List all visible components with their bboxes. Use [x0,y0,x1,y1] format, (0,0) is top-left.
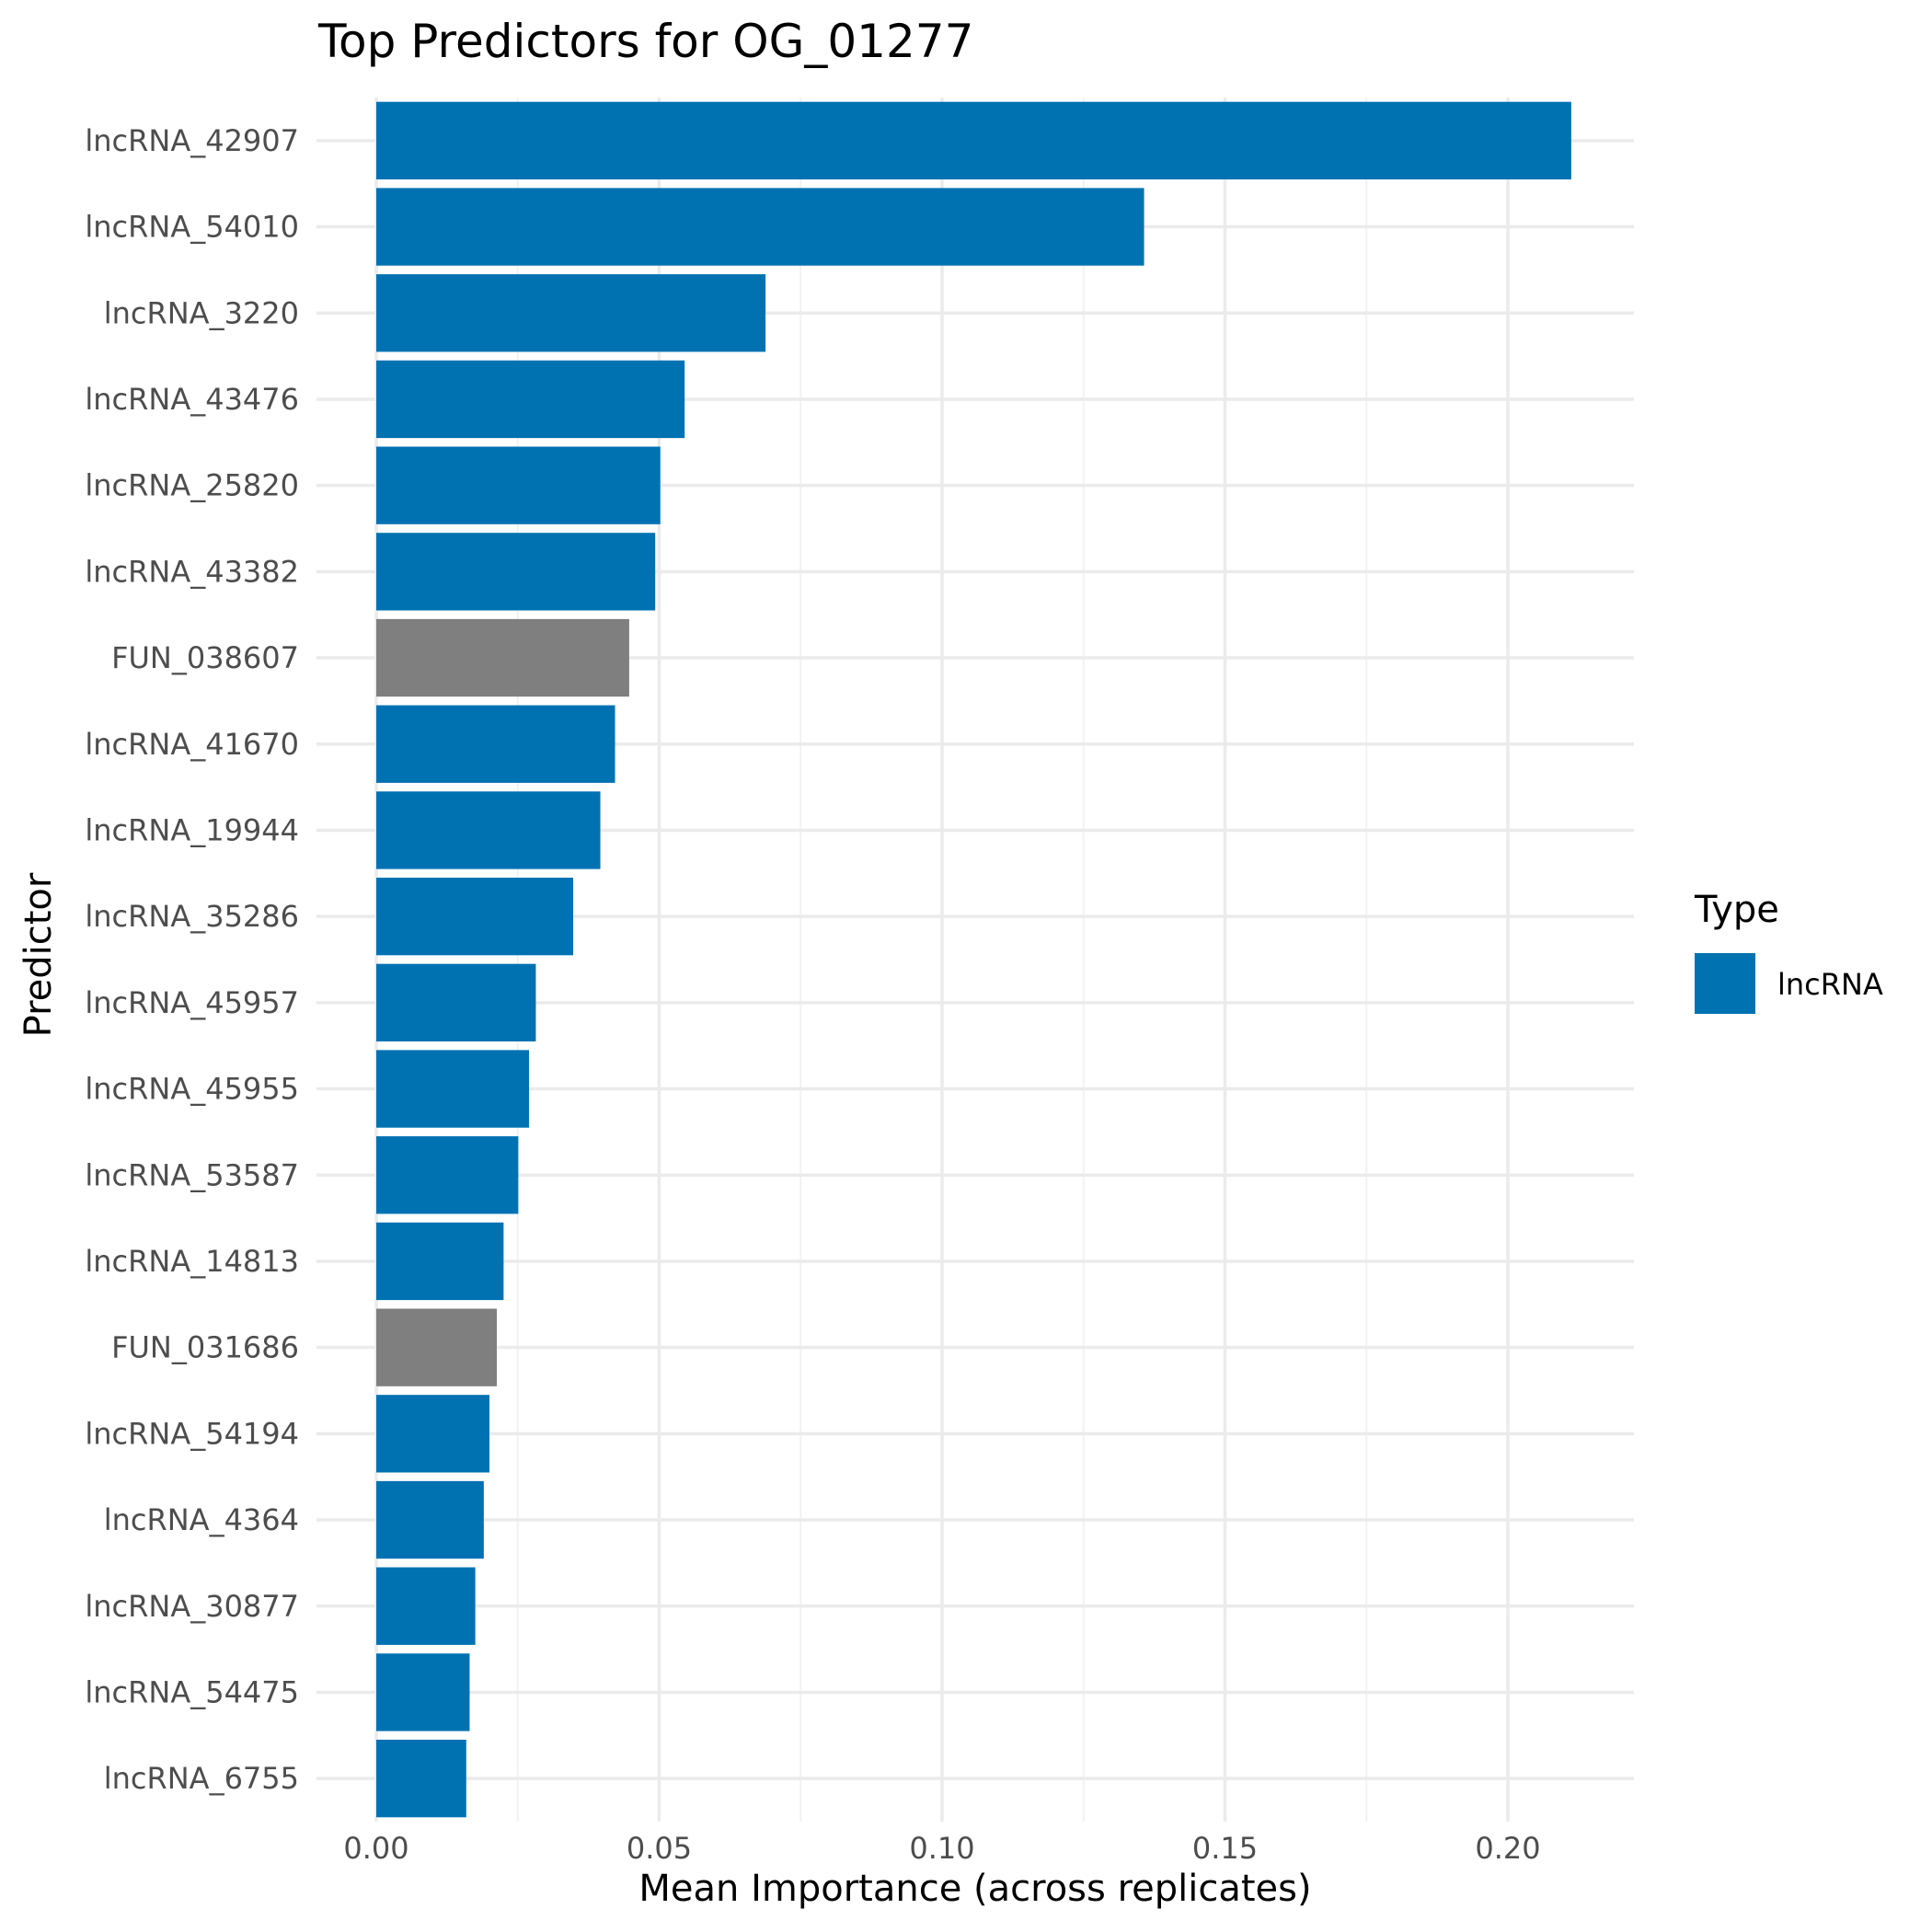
bar-lncRNA_19944 [376,791,601,869]
y-axis-tick-labels: lncRNA_42907 lncRNA_54010 lncRNA_3220 lncRN… [85,123,299,1796]
y-tick-label: lncRNA_53587 [85,1157,299,1192]
y-tick-label: lncRNA_54194 [85,1416,299,1451]
x-axis-title: Mean Importance (across replicates) [638,1868,1311,1910]
y-axis-title: Predictor [17,872,60,1037]
y-tick-label: lncRNA_4364 [104,1502,299,1537]
legend-label: lncRNA [1777,967,1883,1002]
y-tick-label: lncRNA_25820 [85,468,299,503]
y-tick-label: lncRNA_35286 [85,899,299,934]
x-tick-label: 0.00 [343,1831,408,1866]
legend-key [1695,953,1755,1014]
bar-FUN_031686 [376,1308,497,1386]
bar-lncRNA_3220 [376,274,766,352]
bars [376,101,1571,1818]
bar-lncRNA_54194 [376,1395,489,1473]
y-tick-label: lncRNA_3220 [104,295,299,330]
bar-lncRNA_43476 [376,360,685,439]
y-tick-label: FUN_031686 [111,1330,299,1365]
y-tick-label: lncRNA_42907 [85,123,299,158]
bar-lncRNA_4364 [376,1480,484,1559]
bar-lncRNA_25820 [376,446,661,524]
bar-lncRNA_53587 [376,1136,519,1214]
bar-FUN_038607 [376,618,629,697]
chart-title: Top Predictors for OG_01277 [317,15,973,68]
bar-lncRNA_45957 [376,963,536,1042]
bar-lncRNA_6755 [376,1739,466,1818]
bar-lncRNA_54475 [376,1653,470,1731]
x-axis-tick-labels: 0.00 0.05 0.10 0.15 0.20 [343,1831,1540,1866]
bar-lncRNA_45955 [376,1050,530,1128]
bar-lncRNA_42907 [376,101,1571,180]
legend-title: Type [1694,889,1779,931]
y-tick-label: lncRNA_30877 [85,1589,299,1624]
grid [316,98,1634,1822]
y-tick-label: lncRNA_41670 [85,727,299,762]
y-tick-label: lncRNA_45955 [85,1072,299,1107]
y-tick-label: lncRNA_43382 [85,554,299,589]
y-tick-label: FUN_038607 [111,640,299,675]
y-tick-label: lncRNA_43476 [85,382,299,417]
y-tick-label: lncRNA_54475 [85,1674,299,1709]
x-tick-label: 0.15 [1192,1831,1258,1866]
bar-lncRNA_35286 [376,877,574,956]
x-tick-label: 0.20 [1475,1831,1540,1866]
y-tick-label: lncRNA_45957 [85,985,299,1020]
y-tick-label: lncRNA_14813 [85,1244,299,1279]
bar-lncRNA_54010 [376,188,1144,266]
bar-lncRNA_14813 [376,1222,504,1301]
legend: Type lncRNA [1694,889,1883,1014]
y-tick-label: lncRNA_6755 [104,1761,299,1796]
bar-lncRNA_43382 [376,533,656,611]
y-tick-label: lncRNA_54010 [85,210,299,245]
y-tick-label: lncRNA_19944 [85,812,299,847]
bar-lncRNA_30877 [376,1567,476,1645]
bar-lncRNA_41670 [376,705,615,783]
x-tick-label: 0.10 [909,1831,974,1866]
x-tick-label: 0.05 [627,1831,692,1866]
